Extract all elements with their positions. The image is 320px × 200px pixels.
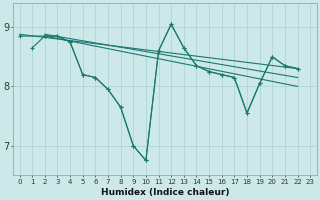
X-axis label: Humidex (Indice chaleur): Humidex (Indice chaleur) — [100, 188, 229, 197]
